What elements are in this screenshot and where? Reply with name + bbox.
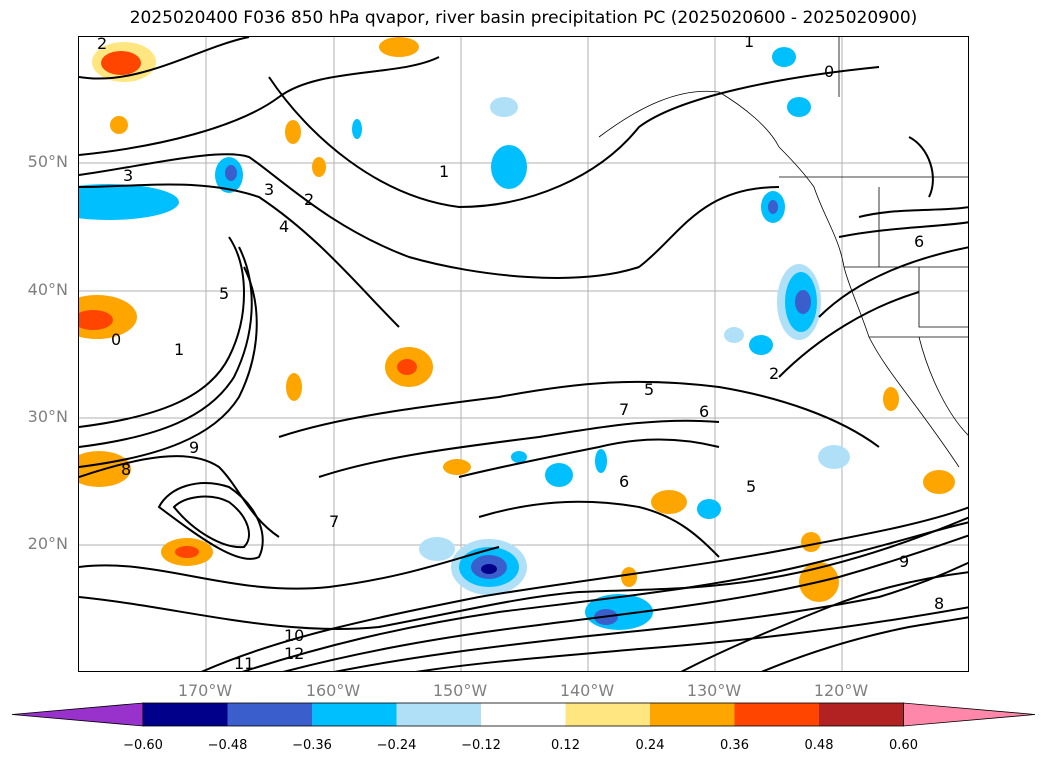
contour-label: 8 <box>934 594 944 613</box>
colorbar-cell <box>565 703 651 726</box>
colorbar-tick-label: −0.12 <box>461 738 501 753</box>
contour-label: 5 <box>644 380 654 399</box>
lon-label: 130°W <box>686 681 742 700</box>
colorbar-extend-left <box>11 702 144 727</box>
colorbar-extend-right <box>903 702 1036 727</box>
colorbar-cell <box>819 703 904 726</box>
contour-label: 1 <box>744 37 754 51</box>
colorbar-cell <box>481 703 566 726</box>
colorbar-tick-label: −0.36 <box>292 738 332 753</box>
colorbar-tick-label: 0.48 <box>804 738 834 753</box>
contour-label: 6 <box>699 402 709 421</box>
contour-label-group: 2 3 4 5 1 0 1 2 3 6 7 8 9 6 5 10 12 11 9… <box>97 37 944 672</box>
contour-label: 4 <box>279 217 289 236</box>
contour-label: 10 <box>284 626 304 645</box>
contour-label: 3 <box>123 166 133 185</box>
precip-shading <box>79 37 955 630</box>
lon-label: 120°W <box>813 681 869 700</box>
colorbar-cell <box>396 703 482 726</box>
colorbar-tick-label: 0.12 <box>551 738 580 753</box>
contour-label: 2 <box>304 190 314 209</box>
colorbar-tick-label: 0.36 <box>720 738 749 753</box>
contour-label: 5 <box>746 477 756 496</box>
colorbar-tick-label: −0.24 <box>376 738 417 753</box>
qvapor-contours <box>79 37 968 671</box>
contour-label: 9 <box>899 552 909 571</box>
contour-label: 8 <box>121 460 131 479</box>
map-panel: 2 3 4 5 1 0 1 2 3 6 7 8 9 6 5 10 12 11 9… <box>78 36 969 672</box>
map-title: 2025020400 F036 850 hPa qvapor, river ba… <box>129 8 918 28</box>
colorbar-cell <box>143 703 228 726</box>
contour-label: 2 <box>97 37 107 53</box>
contour-label: 11 <box>234 654 254 672</box>
colorbar-tick-label: −0.48 <box>207 738 248 753</box>
colorbar-tick-label: −0.60 <box>123 738 163 753</box>
colorbar-cell <box>734 703 820 726</box>
contour-label: 6 <box>914 232 924 251</box>
contour-label: 0 <box>824 62 834 81</box>
lon-label: 170°W <box>177 681 233 700</box>
lat-label: 50°N <box>27 152 68 171</box>
lat-label: 20°N <box>27 534 68 553</box>
colorbar-tick-label: 0.24 <box>635 738 665 753</box>
contour-label: 0 <box>111 330 121 349</box>
contour-label: 1 <box>174 340 184 359</box>
contour-label: 1 <box>439 162 449 181</box>
lon-label: 150°W <box>432 681 488 700</box>
colorbar-cell <box>650 703 735 726</box>
lon-label: 160°W <box>305 681 361 700</box>
contour-label: 7 <box>619 400 629 419</box>
contour-label: 3 <box>264 180 274 199</box>
lon-label: 140°W <box>559 681 615 700</box>
colorbar-tick-label: 0.60 <box>889 738 918 753</box>
contour-label: 9 <box>189 438 199 457</box>
contour-label: 7 <box>329 512 339 531</box>
contour-label: 6 <box>619 472 629 491</box>
contour-label: 5 <box>219 284 229 303</box>
map-canvas: 2 3 4 5 1 0 1 2 3 6 7 8 9 6 5 10 12 11 9… <box>79 37 968 672</box>
colorbar-cell <box>312 703 397 726</box>
colorbar-cell <box>227 703 313 726</box>
colorbar <box>11 702 1036 727</box>
contour-label: 12 <box>284 644 304 663</box>
contour-label: 2 <box>769 364 779 383</box>
lat-label: 30°N <box>27 407 68 426</box>
lat-label: 40°N <box>27 280 68 299</box>
colorbar-frame <box>142 702 904 727</box>
coastlines <box>598 37 968 468</box>
